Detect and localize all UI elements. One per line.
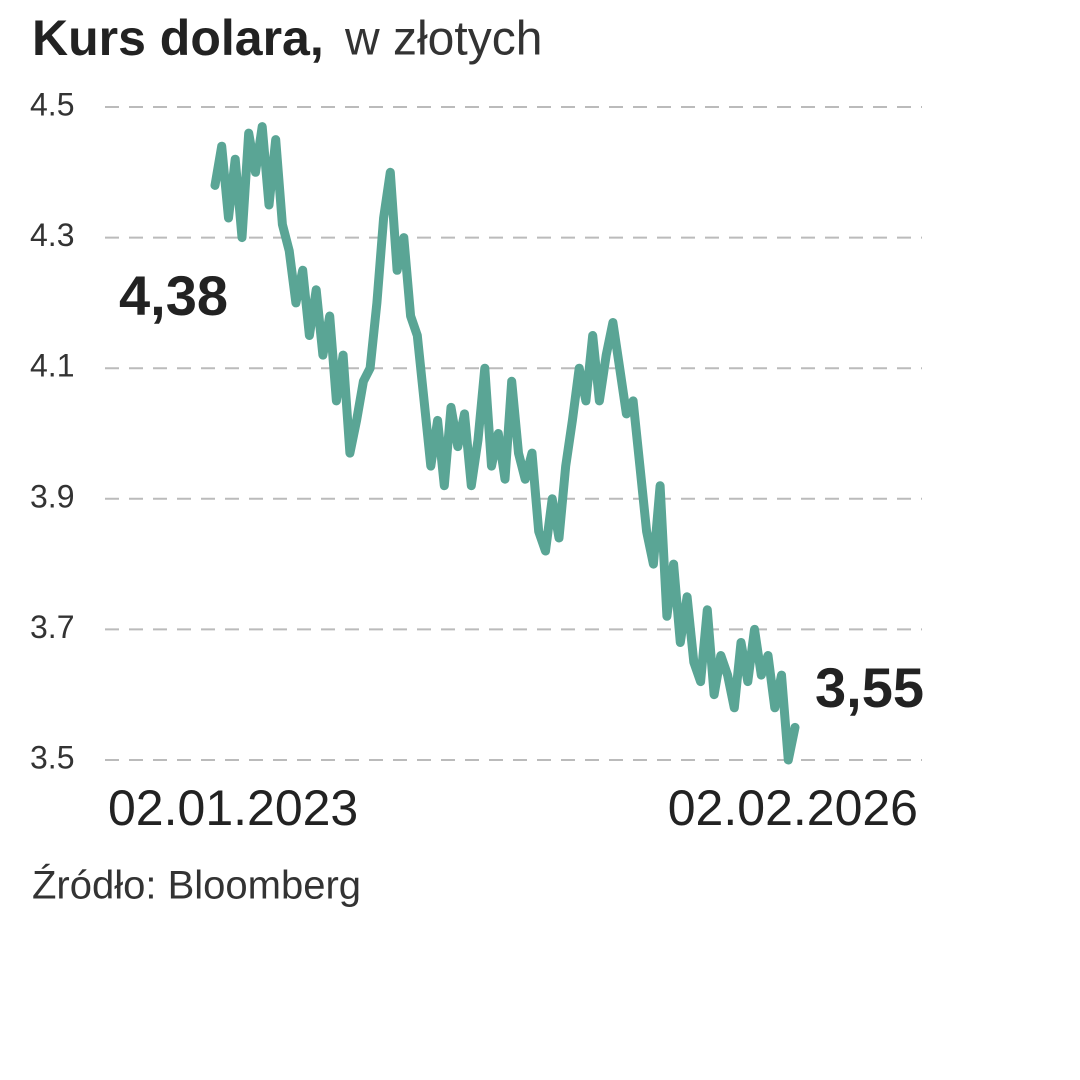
x-tick-label: 02.01.2023 <box>108 780 358 836</box>
chart-subtitle: w złotych <box>344 13 542 66</box>
y-tick-label: 3.7 <box>30 609 74 645</box>
y-tick-label: 4.3 <box>30 217 74 253</box>
y-tick-label: 4.1 <box>30 348 74 384</box>
value-label: 4,38 <box>119 264 228 327</box>
chart-title: Kurs dolara, <box>32 10 324 66</box>
value-label: 3,55 <box>815 656 924 719</box>
y-tick-label: 3.5 <box>30 739 74 775</box>
y-tick-label: 4.5 <box>30 86 74 122</box>
x-tick-label: 02.02.2026 <box>668 780 918 836</box>
line <box>210 122 800 765</box>
source: Źródło: Bloomberg <box>32 863 361 908</box>
y-tick-label: 3.9 <box>30 478 74 514</box>
